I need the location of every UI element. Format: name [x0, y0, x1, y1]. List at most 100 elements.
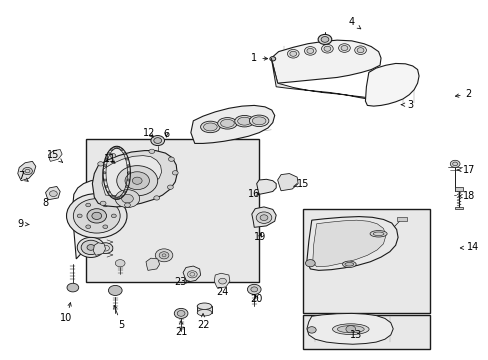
Circle shape [98, 243, 113, 253]
Polygon shape [271, 58, 379, 100]
Circle shape [167, 185, 173, 189]
Circle shape [108, 285, 122, 296]
Bar [454, 207, 462, 210]
Circle shape [172, 171, 178, 175]
Circle shape [49, 191, 57, 197]
Circle shape [250, 287, 257, 292]
Circle shape [155, 249, 172, 262]
Polygon shape [312, 220, 385, 267]
Circle shape [287, 49, 299, 58]
Circle shape [340, 45, 347, 50]
Polygon shape [251, 207, 276, 227]
Text: 20: 20 [250, 294, 263, 304]
Text: 12: 12 [143, 129, 155, 138]
Text: 15: 15 [293, 179, 308, 189]
Bar [396, 217, 407, 221]
Text: 10: 10 [61, 303, 73, 323]
Circle shape [304, 46, 316, 55]
Circle shape [113, 147, 116, 149]
Circle shape [354, 46, 366, 54]
Text: 22: 22 [196, 314, 209, 330]
Circle shape [111, 214, 116, 218]
Text: 23: 23 [174, 277, 189, 287]
Circle shape [449, 160, 459, 167]
Text: 11: 11 [104, 154, 116, 164]
Circle shape [117, 166, 158, 196]
Circle shape [66, 194, 127, 238]
Circle shape [98, 162, 103, 166]
Circle shape [105, 185, 108, 188]
Circle shape [307, 327, 316, 333]
Text: 18: 18 [458, 191, 474, 201]
Circle shape [115, 260, 125, 267]
Circle shape [67, 283, 79, 292]
Circle shape [87, 244, 95, 250]
Circle shape [187, 271, 197, 278]
Circle shape [289, 51, 296, 56]
Polygon shape [256, 179, 276, 194]
Circle shape [174, 309, 187, 319]
Circle shape [125, 172, 149, 190]
Bar [197, 306, 211, 313]
Circle shape [356, 48, 363, 53]
Bar [303, 315, 429, 349]
Text: 16: 16 [247, 189, 260, 199]
Ellipse shape [252, 117, 265, 125]
Circle shape [102, 225, 107, 229]
Polygon shape [93, 243, 105, 255]
Bar [86, 139, 259, 282]
Bar [303, 209, 429, 313]
Circle shape [107, 191, 110, 193]
Circle shape [77, 237, 104, 257]
Text: 24: 24 [216, 287, 228, 297]
Circle shape [110, 153, 116, 158]
Circle shape [87, 209, 106, 223]
Circle shape [22, 167, 32, 175]
Ellipse shape [332, 324, 368, 334]
Bar [454, 187, 462, 192]
Text: 21: 21 [175, 321, 187, 337]
Polygon shape [183, 266, 200, 282]
Text: 13: 13 [349, 330, 361, 340]
Circle shape [321, 44, 332, 53]
Circle shape [127, 172, 130, 174]
Circle shape [113, 197, 116, 199]
Circle shape [305, 260, 315, 267]
Circle shape [122, 194, 133, 203]
Circle shape [159, 252, 168, 259]
Circle shape [120, 195, 123, 197]
Text: 6: 6 [163, 129, 169, 139]
Circle shape [103, 179, 106, 181]
Circle shape [318, 35, 331, 44]
Circle shape [73, 199, 120, 233]
Circle shape [117, 147, 120, 149]
Circle shape [168, 157, 174, 161]
Text: 4: 4 [348, 17, 360, 29]
Text: 14: 14 [459, 242, 478, 252]
Ellipse shape [217, 118, 237, 129]
Circle shape [125, 158, 128, 160]
Circle shape [115, 190, 140, 208]
Circle shape [260, 215, 267, 221]
Circle shape [110, 149, 113, 151]
Polygon shape [271, 40, 380, 83]
Ellipse shape [344, 262, 353, 266]
Polygon shape [48, 149, 62, 161]
Ellipse shape [337, 325, 364, 333]
Circle shape [124, 203, 130, 207]
Circle shape [102, 203, 107, 207]
Polygon shape [306, 314, 392, 344]
Text: 8: 8 [42, 198, 48, 208]
Ellipse shape [203, 123, 217, 131]
Polygon shape [92, 150, 177, 207]
Text: 17: 17 [456, 165, 474, 175]
Circle shape [120, 149, 123, 151]
Circle shape [117, 197, 120, 199]
Text: 5: 5 [114, 305, 124, 330]
Circle shape [256, 212, 271, 224]
Circle shape [81, 240, 101, 255]
Circle shape [127, 165, 130, 167]
Polygon shape [146, 258, 159, 270]
Circle shape [345, 325, 355, 333]
Text: 19: 19 [253, 232, 265, 242]
